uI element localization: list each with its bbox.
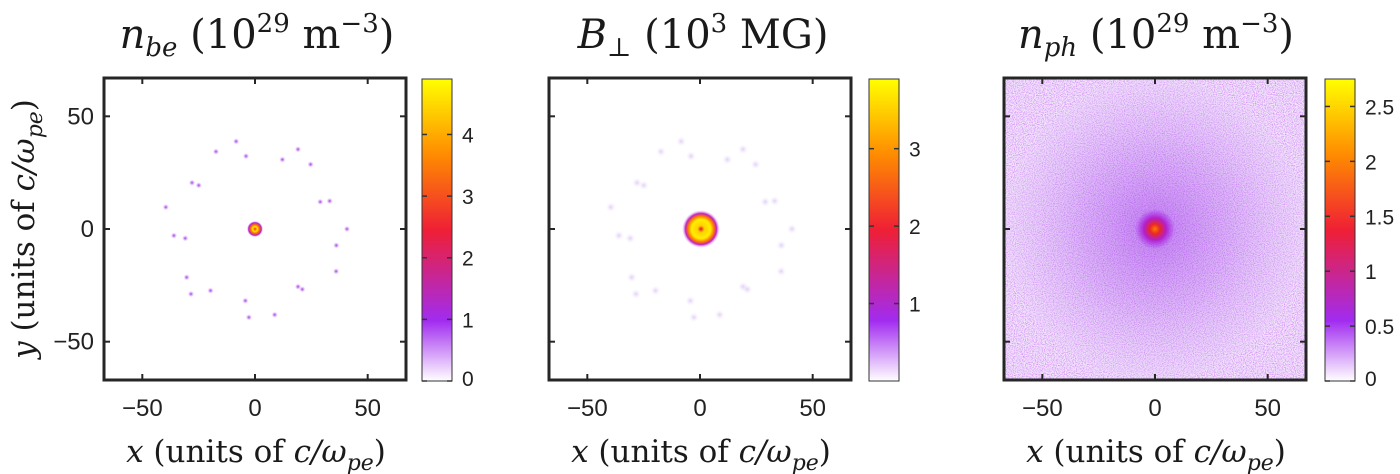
panel3-heatmap xyxy=(1004,78,1306,380)
panel2-colorbar-tick-label: 2 xyxy=(909,216,921,239)
panel2-ring-spot xyxy=(626,272,637,283)
panel2-ring-spot xyxy=(737,144,748,155)
panel2-ring-spot xyxy=(688,312,699,323)
panel1-ring-spot xyxy=(195,182,202,189)
panel2-ring-spot xyxy=(769,196,780,207)
panel2-ring-spot xyxy=(625,233,636,244)
panel3-central-peak xyxy=(1135,209,1175,249)
panel1-ring-spot xyxy=(279,156,286,163)
panel1-x-tick-label: 50 xyxy=(354,395,381,422)
panel1-ring-spot xyxy=(207,287,214,294)
panel1-title: nbe (1029 m−3) xyxy=(120,9,395,63)
panel2-colorbar xyxy=(868,78,900,382)
panel1-ring-spot xyxy=(299,286,306,293)
panel2-ring-spot xyxy=(632,177,643,188)
panel1-colorbar-tick-label: 3 xyxy=(462,186,474,209)
panel1-x-tick-label: −50 xyxy=(122,395,163,422)
panel2-central-peak xyxy=(682,210,720,248)
panel1-ring-spot xyxy=(245,314,253,321)
panel1-ring-spot xyxy=(271,311,278,318)
panel1-ring-spot xyxy=(343,225,351,233)
panel2-ring-spot xyxy=(676,136,687,147)
panel3-title: nph (1029 m−3) xyxy=(1018,9,1294,63)
panel3-colorbar-tick-label: 1.5 xyxy=(1365,206,1394,229)
panel1-colorbar-tick-label: 0 xyxy=(462,368,474,391)
panel2-ring-spot xyxy=(630,288,641,299)
y-axis-label: y (units of c/ωpe) xyxy=(6,99,48,361)
panel3-colorbar-tick-label: 0 xyxy=(1365,368,1377,391)
panel2-ring-spot xyxy=(655,146,666,157)
panel3-x-tick-label: −50 xyxy=(1022,395,1063,422)
panel2-ring-spot xyxy=(722,154,733,165)
panel3-colorbar-tick-label: 2.5 xyxy=(1365,96,1394,119)
panel2-x-axis-label: x (units of c/ωpe) xyxy=(571,434,831,474)
panel1-ring-spots xyxy=(162,138,351,321)
panel1-ring-spot xyxy=(242,152,250,160)
panel1-ring-spot xyxy=(242,297,249,304)
panel1-colorbar-tick-label: 4 xyxy=(462,124,474,147)
panel1-ring-spot xyxy=(212,148,220,155)
panel2-ring-spot xyxy=(685,295,696,306)
panel1-ring-spot xyxy=(183,274,190,281)
panel1-x-axis-label: x (units of c/ωpe) xyxy=(126,434,386,474)
panel2-x-tick-label: 0 xyxy=(693,395,706,422)
panel2-ring-spot xyxy=(686,151,697,162)
panel3-x-axis-label: x (units of c/ωpe) xyxy=(1026,434,1286,474)
panel1-ring-spot xyxy=(170,232,178,239)
panel1-x-tick-label: 0 xyxy=(248,395,261,422)
panel3-colorbar-tick-label: 2 xyxy=(1365,151,1377,174)
panel1-ring-spot xyxy=(294,146,302,153)
panel1-ring-spot xyxy=(326,197,333,205)
panel2-ring-spot xyxy=(776,266,787,277)
panel3-x-tick-label: 0 xyxy=(1148,395,1161,422)
panel2-ring-spot xyxy=(750,159,761,170)
panel3-x-tick-label: 50 xyxy=(1254,395,1281,422)
panel2-ring-spot xyxy=(650,285,661,296)
panel3-colorbar-tick-label: 0.5 xyxy=(1365,316,1394,339)
panel1-colorbar-tick-label: 1 xyxy=(462,309,474,332)
panel2-ring-spot xyxy=(760,196,771,207)
panel1-ring-spot xyxy=(307,161,314,168)
panel1-ring-spot xyxy=(188,179,196,186)
panel2-ring-spot xyxy=(613,230,624,241)
panel2-ring-spot xyxy=(742,284,753,295)
panel1-heatmap xyxy=(104,78,406,380)
panel2-ring-spot xyxy=(776,240,787,251)
panel1-y-tick-label: 50 xyxy=(67,103,94,130)
panel1-ring-spot xyxy=(182,235,189,242)
panel1-y-tick-label: 0 xyxy=(81,216,94,243)
panel1-ring-spot xyxy=(317,198,324,206)
panel2-x-tick-label: −50 xyxy=(567,395,608,422)
panel1-ring-spot xyxy=(162,203,170,211)
panel1-ring-spot xyxy=(187,290,195,298)
panel2-ring-spot xyxy=(714,309,725,320)
panel2-ring-spot xyxy=(786,224,797,234)
panel2-colorbar-tick-label: 3 xyxy=(909,139,921,162)
panel1-ring-spot xyxy=(332,268,340,275)
panel2-colorbar-tick-label: 1 xyxy=(909,294,921,317)
panel1-y-tick-label: −50 xyxy=(53,329,94,356)
panel1-colorbar-tick-label: 2 xyxy=(462,248,474,271)
panel1-ring-spot xyxy=(333,242,340,249)
panel3-colorbar xyxy=(1324,78,1356,382)
panel2-ring-spots xyxy=(605,136,797,323)
panel2-heatmap xyxy=(549,78,851,380)
panel2-ring-spot xyxy=(605,202,616,213)
panel3-colorbar-tick-label: 1 xyxy=(1365,261,1377,284)
panel1-ring-spot xyxy=(232,138,240,145)
panel1-colorbar xyxy=(421,78,453,382)
panel2-title: B⊥ (103 MG) xyxy=(577,9,829,63)
panel2-x-tick-label: 50 xyxy=(799,395,826,422)
panel1-central-peak xyxy=(247,221,263,237)
